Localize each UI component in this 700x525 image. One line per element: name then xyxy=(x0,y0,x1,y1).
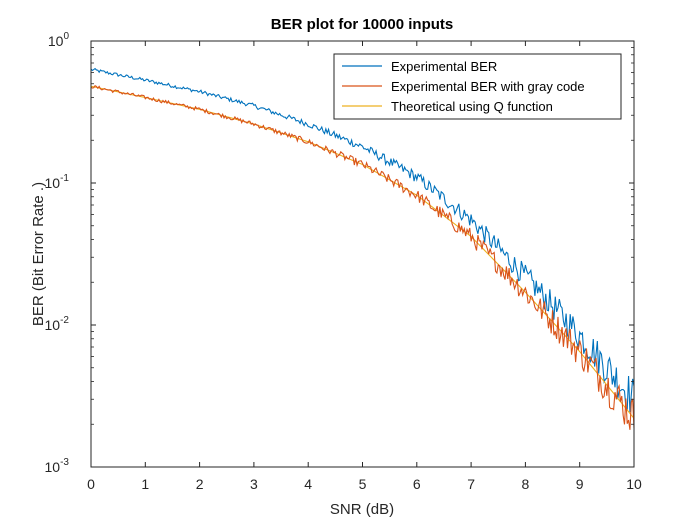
x-tick-label: 1 xyxy=(141,476,149,492)
legend-label-2: Experimental BER with gray code xyxy=(391,79,585,94)
legend-label-1: Experimental BER xyxy=(391,59,497,74)
x-tick-label: 0 xyxy=(87,476,95,492)
x-tick-label: 4 xyxy=(304,476,312,492)
x-tick-label: 6 xyxy=(413,476,421,492)
x-tick-label: 10 xyxy=(626,476,642,492)
x-tick-label: 2 xyxy=(196,476,204,492)
y-tick-label: 10-2 xyxy=(45,315,70,333)
y-tick-label: 10-3 xyxy=(45,457,70,475)
legend: Experimental BER Experimental BER with gr… xyxy=(333,53,622,120)
x-tick-label: 3 xyxy=(250,476,258,492)
series-line-1 xyxy=(90,67,635,413)
plot-frame xyxy=(90,40,635,468)
x-tick-label: 7 xyxy=(467,476,475,492)
x-axis-label: SNR (dB) xyxy=(330,501,394,518)
x-tick-label: 5 xyxy=(359,476,367,492)
series-line-2 xyxy=(90,84,635,430)
y-tick-label: 10-1 xyxy=(45,173,70,191)
y-axis-label: BER (Bit Error Rate .) xyxy=(30,182,47,326)
chart-title: BER plot for 10000 inputs xyxy=(271,16,454,33)
x-tick-label: 8 xyxy=(522,476,530,492)
legend-label-3: Theoretical using Q function xyxy=(391,99,553,114)
y-tick-label: 100 xyxy=(48,31,70,49)
x-tick-label: 9 xyxy=(576,476,584,492)
